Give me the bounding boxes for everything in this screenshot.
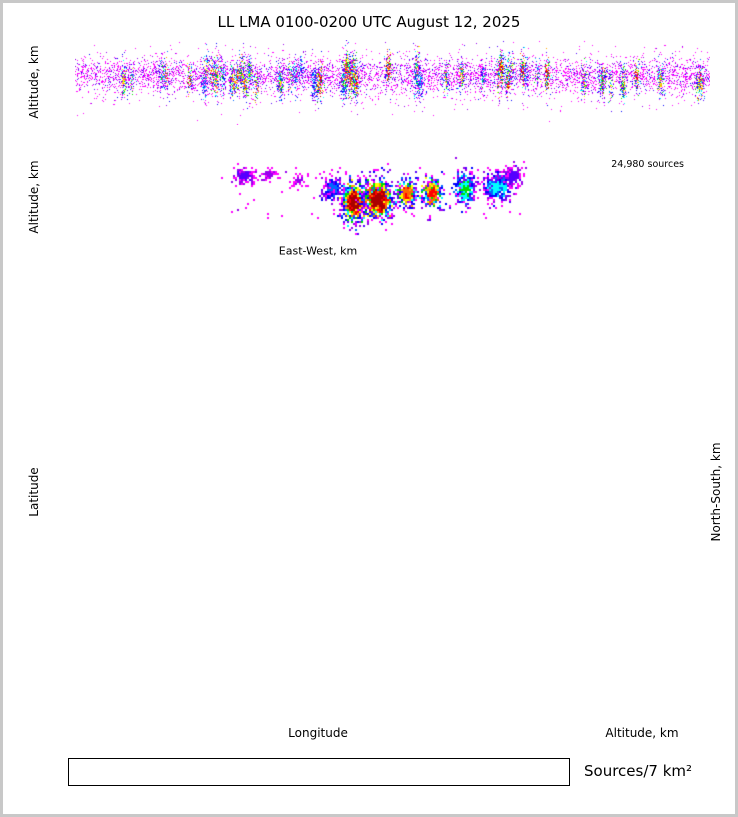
ns-panel-ylabel: North-South, km [709,442,723,542]
map-ylabel: Latitude [27,467,41,517]
figure-title: LL LMA 0100-0200 UTC August 12, 2025 [217,13,521,31]
ew-panel-ylabel: Altitude, km [27,160,41,234]
source-count-annotation: 24,980 sources [611,159,684,170]
time-height-scatter-panel [75,40,710,125]
map-xlabel: Longitude [288,726,348,740]
east-west-height-scatter-panel [75,155,560,240]
plan-view-map-panel [75,280,560,705]
north-south-height-scatter-panel [595,280,690,705]
colorbar [68,758,570,786]
ew-panel-xlabel: East-West, km [278,244,358,258]
ns-panel-xlabel: Altitude, km [605,726,679,740]
time-panel-ylabel: Altitude, km [27,45,41,119]
colorbar-label: Sources/7 km² [584,762,693,780]
